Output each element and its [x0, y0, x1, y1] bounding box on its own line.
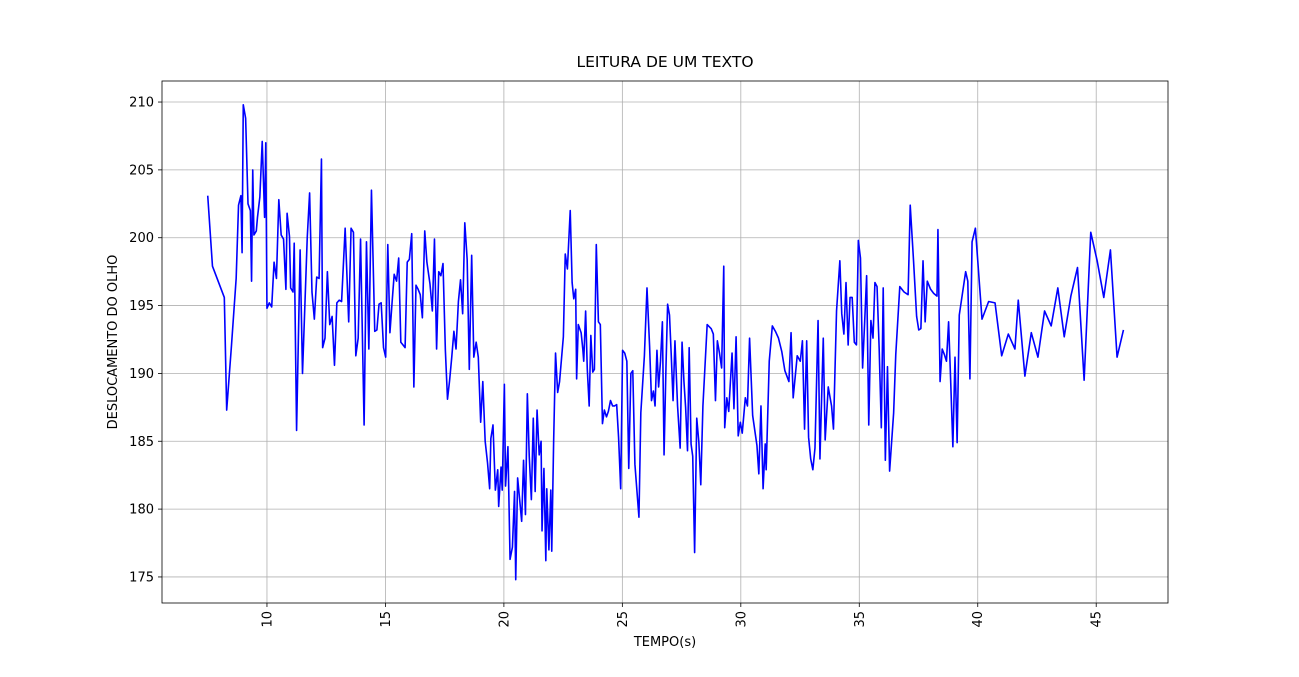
x-axis-label: TEMPO(s) — [633, 635, 696, 650]
y-tick-label: 185 — [129, 435, 154, 450]
y-tick-label: 180 — [129, 503, 154, 518]
x-tick-label: 40 — [971, 611, 986, 628]
y-tick-label: 175 — [129, 570, 154, 585]
y-tick-label: 190 — [129, 367, 154, 382]
y-tick-label: 210 — [129, 96, 154, 111]
chart-title: LEITURA DE UM TEXTO — [576, 53, 753, 71]
data-line — [206, 103, 1125, 581]
y-tick-label: 195 — [129, 299, 154, 314]
y-axis-label: DESLOCAMENTO DO OLHO — [106, 255, 121, 430]
x-tick-label: 15 — [379, 611, 394, 628]
x-tick-label: 45 — [1090, 611, 1105, 628]
x-tick-label: 25 — [616, 611, 631, 628]
x-tick-label: 35 — [853, 611, 868, 628]
y-tick-label: 200 — [129, 231, 154, 246]
x-tick-label: 10 — [260, 611, 275, 628]
x-tick-label: 20 — [497, 611, 512, 628]
plot-frame — [161, 80, 1169, 604]
x-tick-label: 30 — [734, 611, 749, 628]
y-tick-label: 205 — [129, 163, 154, 178]
